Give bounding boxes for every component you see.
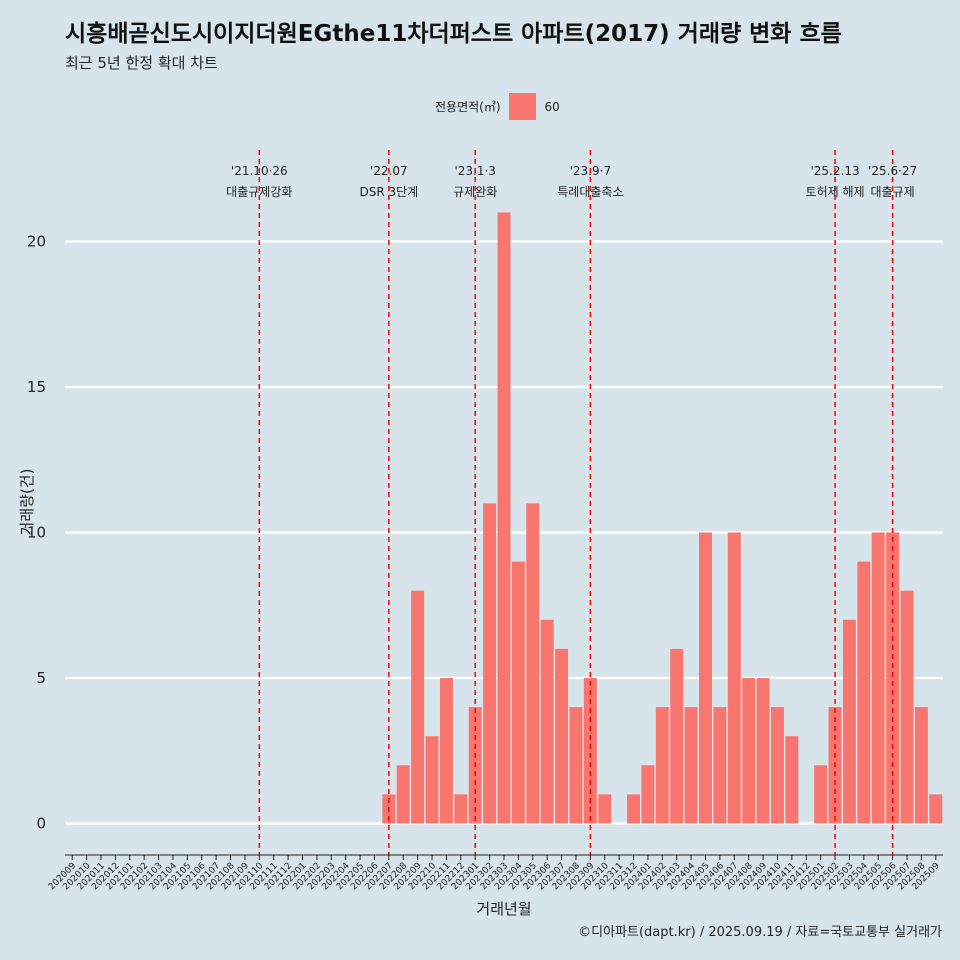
bar xyxy=(871,532,885,824)
chart-title: 시흥배곧신도시이지더원EGthe11차더퍼스트 아파트(2017) 거래량 변화… xyxy=(65,21,842,47)
bar xyxy=(699,532,712,824)
bar xyxy=(727,532,741,824)
y-tick-label: 0 xyxy=(36,815,46,833)
event-label: 토허제 해제 xyxy=(806,185,865,199)
bar xyxy=(425,736,439,824)
y-tick-label: 10 xyxy=(27,524,46,542)
legend-entry: 60 xyxy=(544,99,560,114)
bar xyxy=(627,794,641,824)
bar xyxy=(411,590,425,824)
event-label: 규제완화 xyxy=(453,185,497,199)
bar xyxy=(454,794,468,824)
bar xyxy=(770,707,784,824)
bar xyxy=(785,736,799,824)
source-caption: ©디아파트(dapt.kr) / 2025.09.19 / 자료=국토교통부 실… xyxy=(578,925,942,940)
y-axis-title: 거래량(건) xyxy=(18,469,36,536)
bar xyxy=(655,707,669,824)
bar xyxy=(497,212,511,824)
x-axis-title: 거래년월 xyxy=(476,900,531,918)
event-label: 대출규제강화 xyxy=(226,185,292,199)
bar xyxy=(540,619,554,824)
event-date-label: '23.9·7 xyxy=(570,164,611,178)
y-tick-label: 15 xyxy=(27,378,46,396)
bar xyxy=(886,532,900,824)
event-date-label: '25.6·27 xyxy=(868,164,917,178)
bar xyxy=(814,765,828,824)
bar xyxy=(670,648,684,824)
event-label: 특례대출축소 xyxy=(557,185,623,199)
bar xyxy=(914,707,928,824)
event-date-label: '22.07 xyxy=(370,164,408,178)
y-tick-label: 5 xyxy=(36,669,46,687)
bar xyxy=(742,678,756,824)
bar xyxy=(900,590,914,824)
event-label: 대출규제 xyxy=(871,185,915,199)
event-date-label: '23.1·3 xyxy=(454,164,495,178)
event-date-label: '21.10·26 xyxy=(231,164,288,178)
bar xyxy=(929,794,943,824)
bar xyxy=(756,678,770,824)
bar xyxy=(713,707,727,824)
y-tick-label: 20 xyxy=(27,233,46,251)
event-label: DSR 3단계 xyxy=(359,185,418,199)
bar xyxy=(569,707,583,824)
bar xyxy=(641,765,655,824)
chart-subtitle: 최근 5년 한정 확대 차트 xyxy=(65,54,218,72)
bar xyxy=(684,707,698,824)
legend-title: 전용면적(㎡) xyxy=(435,100,501,114)
bar xyxy=(439,678,453,824)
bar xyxy=(857,561,871,824)
legend: 전용면적(㎡) 60 xyxy=(435,93,560,120)
event-date-label: '25.2.13 xyxy=(810,164,859,178)
bar xyxy=(555,648,569,824)
bar xyxy=(483,503,497,824)
bar xyxy=(511,561,525,824)
bar xyxy=(583,678,597,824)
legend-swatch xyxy=(508,93,536,120)
bar xyxy=(526,503,540,824)
bar xyxy=(598,794,612,824)
bar xyxy=(396,765,410,824)
bar xyxy=(842,619,856,824)
